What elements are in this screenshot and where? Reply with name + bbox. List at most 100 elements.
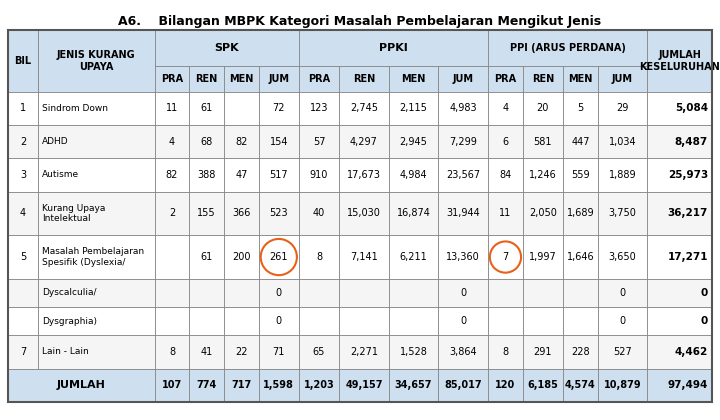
Bar: [647, 307, 712, 335]
Text: 527: 527: [613, 347, 632, 357]
Bar: [189, 66, 224, 92]
Bar: [438, 335, 488, 369]
Text: 11: 11: [500, 208, 512, 218]
Text: 25,973: 25,973: [667, 170, 708, 180]
Bar: [488, 92, 523, 125]
Text: 517: 517: [269, 170, 288, 180]
Bar: [647, 335, 712, 369]
Bar: [155, 279, 189, 307]
Bar: [339, 279, 389, 307]
Bar: [563, 125, 598, 158]
Bar: [38, 235, 155, 279]
Bar: [155, 335, 189, 369]
Bar: [8, 307, 38, 335]
Bar: [598, 192, 647, 235]
Text: 29: 29: [616, 103, 629, 113]
Text: 8,487: 8,487: [675, 136, 708, 147]
Bar: [299, 235, 339, 279]
Bar: [598, 192, 647, 235]
Text: 4,297: 4,297: [350, 136, 378, 147]
Bar: [155, 30, 299, 66]
Text: 559: 559: [571, 170, 590, 180]
Bar: [224, 192, 258, 235]
Bar: [155, 125, 189, 158]
Bar: [563, 335, 598, 369]
Bar: [339, 66, 389, 92]
Bar: [389, 279, 438, 307]
Bar: [598, 307, 647, 335]
Bar: [155, 369, 189, 402]
Bar: [339, 92, 389, 125]
Bar: [523, 192, 563, 235]
Bar: [647, 192, 712, 235]
Bar: [155, 92, 189, 125]
Text: 3,650: 3,650: [608, 252, 636, 262]
Bar: [258, 235, 299, 279]
Bar: [563, 66, 598, 92]
Bar: [389, 125, 438, 158]
Bar: [488, 307, 523, 335]
Bar: [258, 335, 299, 369]
Text: Dysgraphia): Dysgraphia): [42, 317, 97, 326]
Text: 123: 123: [310, 103, 328, 113]
Bar: [598, 279, 647, 307]
Bar: [339, 125, 389, 158]
Bar: [299, 235, 339, 279]
Bar: [8, 30, 712, 402]
Text: 4,983: 4,983: [449, 103, 477, 113]
Bar: [224, 158, 258, 192]
Bar: [299, 92, 339, 125]
Text: 0: 0: [460, 288, 467, 298]
Bar: [8, 30, 38, 92]
Bar: [38, 192, 155, 235]
Bar: [258, 192, 299, 235]
Text: 155: 155: [197, 208, 216, 218]
Text: 8: 8: [503, 347, 508, 357]
Bar: [647, 279, 712, 307]
Bar: [523, 92, 563, 125]
Bar: [339, 307, 389, 335]
Bar: [8, 235, 38, 279]
Bar: [299, 369, 339, 402]
Bar: [224, 92, 258, 125]
Text: PRA: PRA: [495, 74, 516, 84]
Bar: [598, 92, 647, 125]
Bar: [438, 235, 488, 279]
Bar: [438, 158, 488, 192]
Bar: [523, 125, 563, 158]
Bar: [189, 235, 224, 279]
Text: 4,574: 4,574: [565, 381, 595, 390]
Bar: [258, 369, 299, 402]
Bar: [258, 279, 299, 307]
Bar: [299, 307, 339, 335]
Text: PRA: PRA: [161, 74, 183, 84]
Text: 1,528: 1,528: [400, 347, 428, 357]
Bar: [523, 235, 563, 279]
Bar: [563, 335, 598, 369]
Text: Masalah Pembelajaran
Spesifik (Dyslexia/: Masalah Pembelajaran Spesifik (Dyslexia/: [42, 247, 144, 267]
Bar: [488, 279, 523, 307]
Text: SPK: SPK: [215, 43, 239, 53]
Bar: [38, 335, 155, 369]
Bar: [8, 235, 38, 279]
Bar: [38, 335, 155, 369]
Bar: [438, 307, 488, 335]
Bar: [224, 279, 258, 307]
Bar: [339, 307, 389, 335]
Text: REN: REN: [532, 74, 554, 84]
Bar: [258, 66, 299, 92]
Bar: [189, 369, 224, 402]
Bar: [647, 279, 712, 307]
Text: 8: 8: [316, 252, 322, 262]
Text: Sindrom Down: Sindrom Down: [42, 104, 108, 113]
Text: 5: 5: [20, 252, 26, 262]
Bar: [488, 335, 523, 369]
Text: 1: 1: [20, 103, 26, 113]
Text: 2,050: 2,050: [529, 208, 557, 218]
Bar: [523, 158, 563, 192]
Bar: [523, 369, 563, 402]
Bar: [189, 335, 224, 369]
Bar: [488, 158, 523, 192]
Bar: [438, 369, 488, 402]
Bar: [189, 307, 224, 335]
